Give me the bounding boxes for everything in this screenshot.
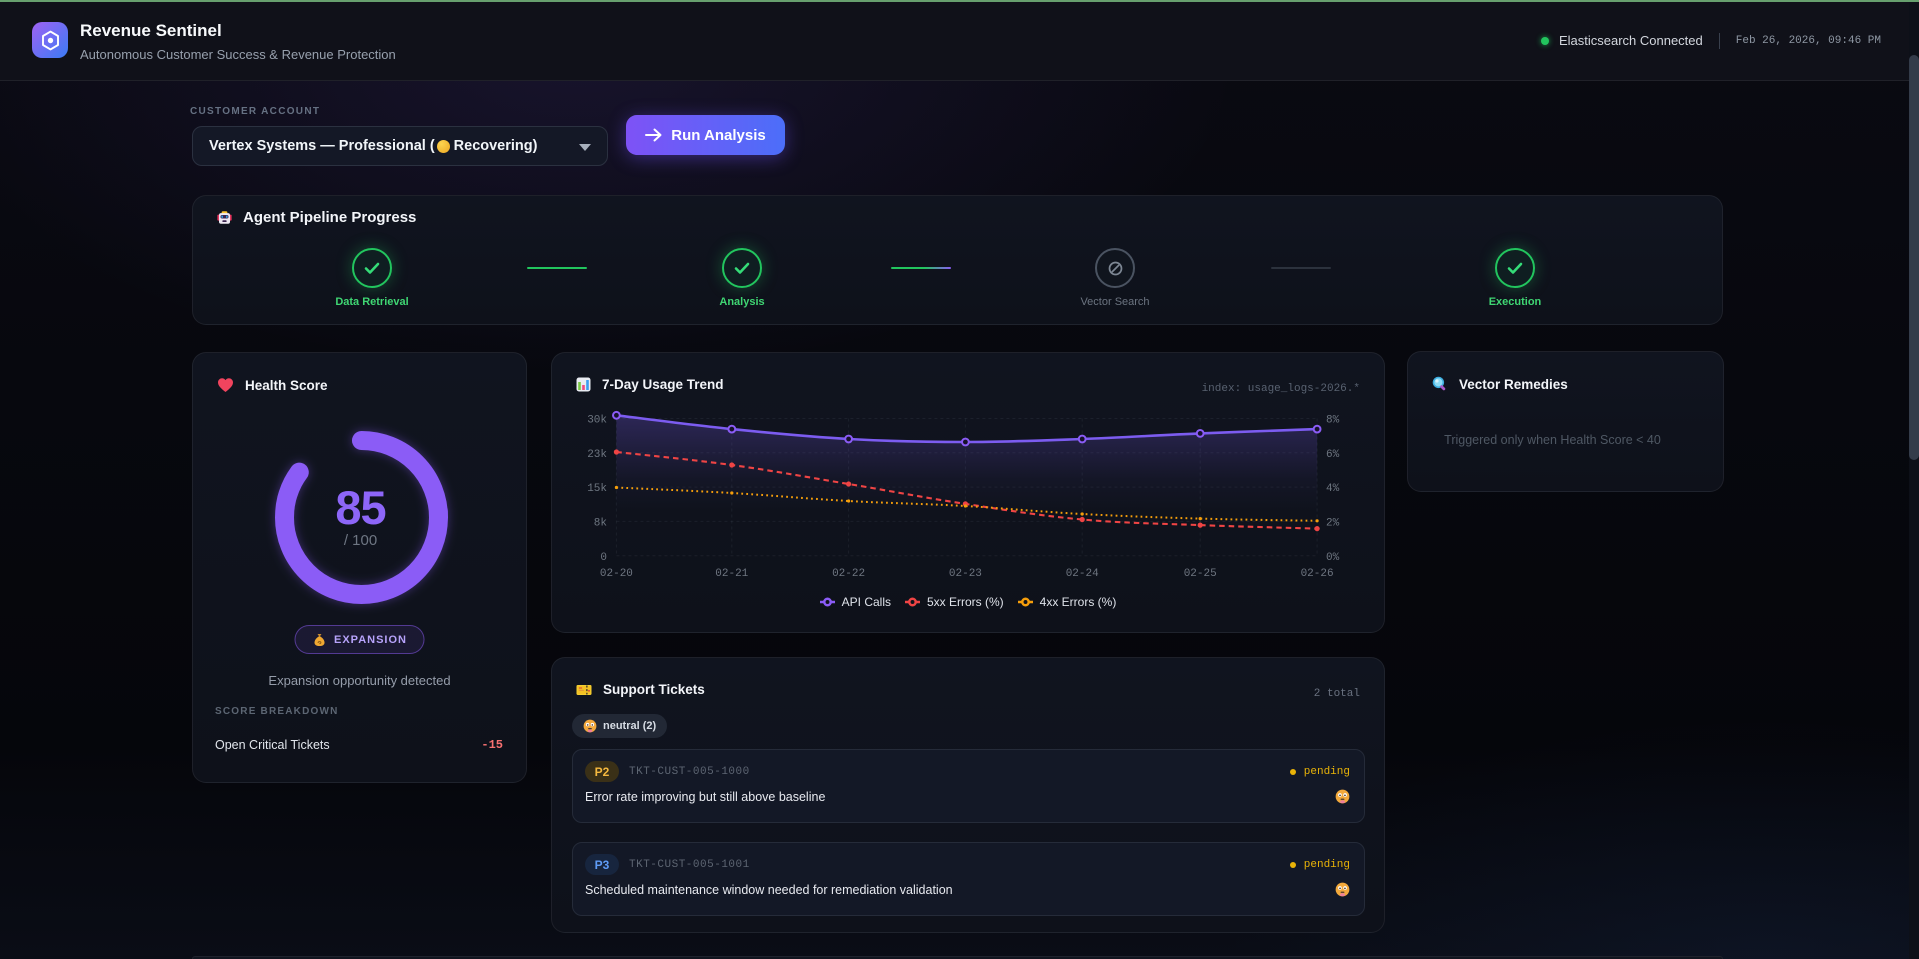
svg-text:0%: 0% — [1326, 552, 1340, 564]
svg-text:0: 0 — [600, 552, 607, 564]
svg-text:02-21: 02-21 — [715, 568, 748, 580]
svg-text:30k: 30k — [587, 415, 607, 427]
svg-text:02-26: 02-26 — [1301, 568, 1334, 580]
svg-text:02-20: 02-20 — [600, 568, 633, 580]
svg-text:02-23: 02-23 — [949, 568, 982, 580]
svg-text:02-25: 02-25 — [1184, 568, 1217, 580]
svg-text:02-22: 02-22 — [832, 568, 865, 580]
svg-text:8k: 8k — [594, 517, 608, 529]
svg-text:2%: 2% — [1326, 517, 1340, 529]
svg-text:15k: 15k — [587, 483, 607, 495]
svg-text:6%: 6% — [1326, 449, 1340, 461]
svg-text:8%: 8% — [1326, 415, 1340, 427]
svg-text:02-24: 02-24 — [1066, 568, 1099, 580]
svg-text:23k: 23k — [587, 449, 607, 461]
svg-text:4%: 4% — [1326, 483, 1340, 495]
